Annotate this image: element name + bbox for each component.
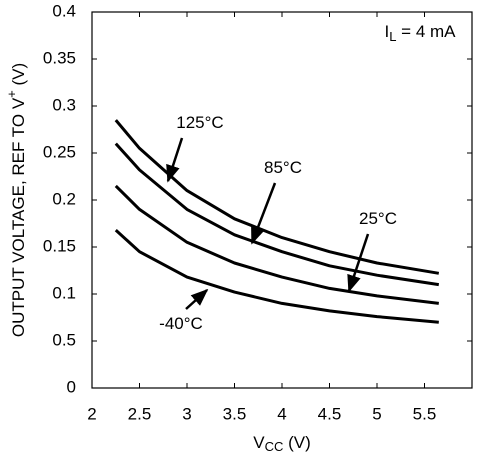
annotation-text: 25°C [359, 209, 397, 228]
x-tick-label: 5 [372, 404, 381, 423]
x-tick-label: 4.5 [318, 404, 342, 423]
y-tick-label: 0.3 [52, 95, 76, 114]
annotation-arrow [250, 182, 277, 245]
y-label-sup: + [4, 90, 19, 98]
x-tick-label: 5.5 [413, 404, 437, 423]
annotation-text: = 4 mA [396, 22, 456, 41]
series-line [114, 228, 439, 324]
y-tick-label: 0.15 [43, 236, 76, 255]
x-tick-label: 4 [277, 404, 286, 423]
x-tick-label: 2.5 [128, 404, 152, 423]
series-line [114, 184, 439, 305]
x-label-part: V [253, 433, 265, 452]
annotation: 125°C [176, 113, 223, 132]
annotation: 25°C [359, 209, 397, 228]
y-tick-label: 0.2 [52, 189, 76, 208]
annotation-arrow [347, 233, 370, 293]
annotation-text: -40°C [159, 314, 203, 333]
y-axis-label: OUTPUT VOLTAGE, REF TO V+ (V) [4, 63, 28, 337]
y-tick-label: 0.5 [52, 330, 76, 349]
annotation: 85°C [264, 158, 302, 177]
annotation-text: I [384, 22, 389, 41]
x-tick-label: 3 [182, 404, 191, 423]
plot-frame [91, 11, 473, 389]
annotation-arrow [166, 137, 184, 183]
x-label-part: (V) [283, 433, 310, 452]
annotation: -40°C [159, 314, 203, 333]
annotation-text: 125°C [176, 113, 223, 132]
annotation: IL = 4 mA [384, 22, 456, 44]
annotation-sub: L [389, 29, 396, 44]
x-axis-label: VCC (V) [253, 433, 311, 454]
y-label-part: OUTPUT VOLTAGE, REF TO V [9, 97, 28, 337]
y-tick-label: 0.35 [43, 48, 76, 67]
y-label-part: (V) [9, 63, 28, 90]
y-tick-label: 0.4 [52, 1, 76, 20]
x-tick-label: 3.5 [223, 404, 247, 423]
y-tick-label: 0.1 [52, 283, 76, 302]
y-tick-label: 0 [67, 377, 76, 396]
x-label-sub: CC [265, 439, 284, 454]
y-tick-label: 0.25 [43, 142, 76, 161]
annotation-text: 85°C [264, 158, 302, 177]
annotation-arrow [185, 288, 209, 310]
x-tick-label: 2 [87, 404, 96, 423]
